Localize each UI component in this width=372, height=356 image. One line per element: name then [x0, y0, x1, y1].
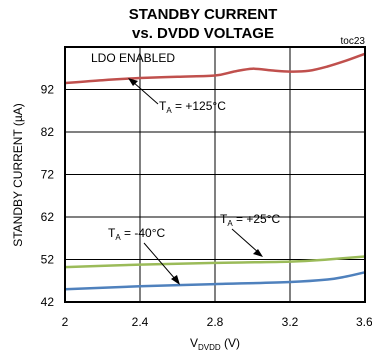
annotation-t25-sub: A: [227, 219, 233, 228]
y-axis-label: STANDBY CURRENT (µA): [11, 103, 25, 247]
x-tick-label: 2.4: [132, 315, 149, 329]
x-axis-label-unit: (V): [221, 336, 240, 350]
annotation-tm40-post: = -40°C: [121, 226, 166, 240]
x-tick-label: 3.2: [282, 315, 299, 329]
plot-frame: [64, 46, 366, 303]
annotation-t125: TA = +125°C: [159, 99, 226, 115]
x-tick-label: 2.8: [207, 315, 224, 329]
annotation-tm40: TA = -40°C: [108, 226, 166, 242]
arrowhead-tm40: [171, 275, 180, 285]
annotation-t125-sub: A: [166, 106, 172, 115]
annotation-t25: TA = +25°C: [220, 212, 281, 228]
series-line-1: [64, 255, 366, 269]
arrow-tm40: [143, 242, 177, 281]
arrowhead-t25: [253, 249, 263, 257]
annotation-tm40-sub: A: [115, 233, 121, 242]
arrow-t125: [132, 81, 159, 105]
series-line-0: [64, 52, 366, 85]
x-axis-label-main: V: [190, 336, 198, 350]
arrowhead-t125: [128, 78, 138, 86]
y-tick-label: 82: [41, 125, 55, 139]
annotation-t25-pre: T: [220, 212, 228, 226]
y-tick-label: 62: [41, 210, 55, 224]
x-tick-label: 3.6: [356, 315, 372, 329]
y-tick-label: 42: [41, 295, 55, 309]
annotation-tm40-pre: T: [108, 226, 116, 240]
x-axis-label-sub: DVDD: [198, 343, 221, 352]
annotation-t125-post: = +125°C: [172, 99, 227, 113]
y-tick-label: 92: [41, 83, 55, 97]
chart-tag: toc23: [341, 36, 366, 47]
annotation-t125-pre: T: [159, 99, 167, 113]
x-axis-label: VDVDD (V): [190, 336, 240, 352]
y-tick-label: 52: [41, 253, 55, 267]
chart-title-line2: vs. DVDD VOLTAGE: [132, 25, 274, 42]
annotation-ldo-enabled: LDO ENABLED: [91, 51, 175, 65]
series-lines: [64, 52, 366, 291]
chart-title-line1: STANDBY CURRENT: [129, 6, 278, 23]
y-tick-labels: 42 52 62 72 82 92: [41, 83, 55, 310]
arrow-t25: [231, 228, 260, 254]
x-tick-labels: 2 2.4 2.8 3.2 3.6: [62, 315, 372, 329]
y-tick-label: 72: [41, 168, 55, 182]
annotation-t25-post: = +25°C: [233, 212, 281, 226]
series-line-2: [64, 271, 366, 291]
x-tick-label: 2: [62, 315, 69, 329]
